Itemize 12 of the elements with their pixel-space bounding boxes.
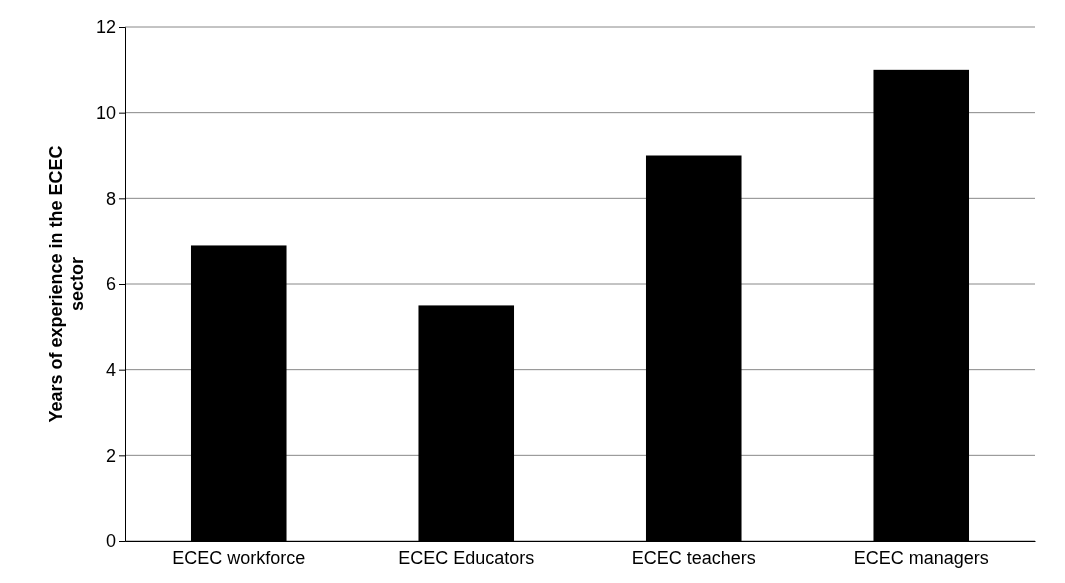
y-tick-label: 10: [95, 102, 116, 123]
x-tick-label: ECEC workforce: [172, 547, 306, 568]
y-tick-label: 4: [105, 359, 116, 380]
y-tick-label: 6: [105, 274, 116, 295]
y-tick-label: 8: [105, 188, 116, 209]
y-tick-label: 12: [95, 17, 116, 38]
x-tick-label: ECEC teachers: [631, 547, 756, 568]
x-tick-label: ECEC managers: [853, 547, 989, 568]
y-axis-title: Years of experience in the ECEC sector: [46, 145, 87, 423]
y-tick-label: 0: [105, 531, 116, 552]
x-tick-label: ECEC Educators: [398, 547, 535, 568]
y-tick-label: 2: [105, 445, 116, 466]
